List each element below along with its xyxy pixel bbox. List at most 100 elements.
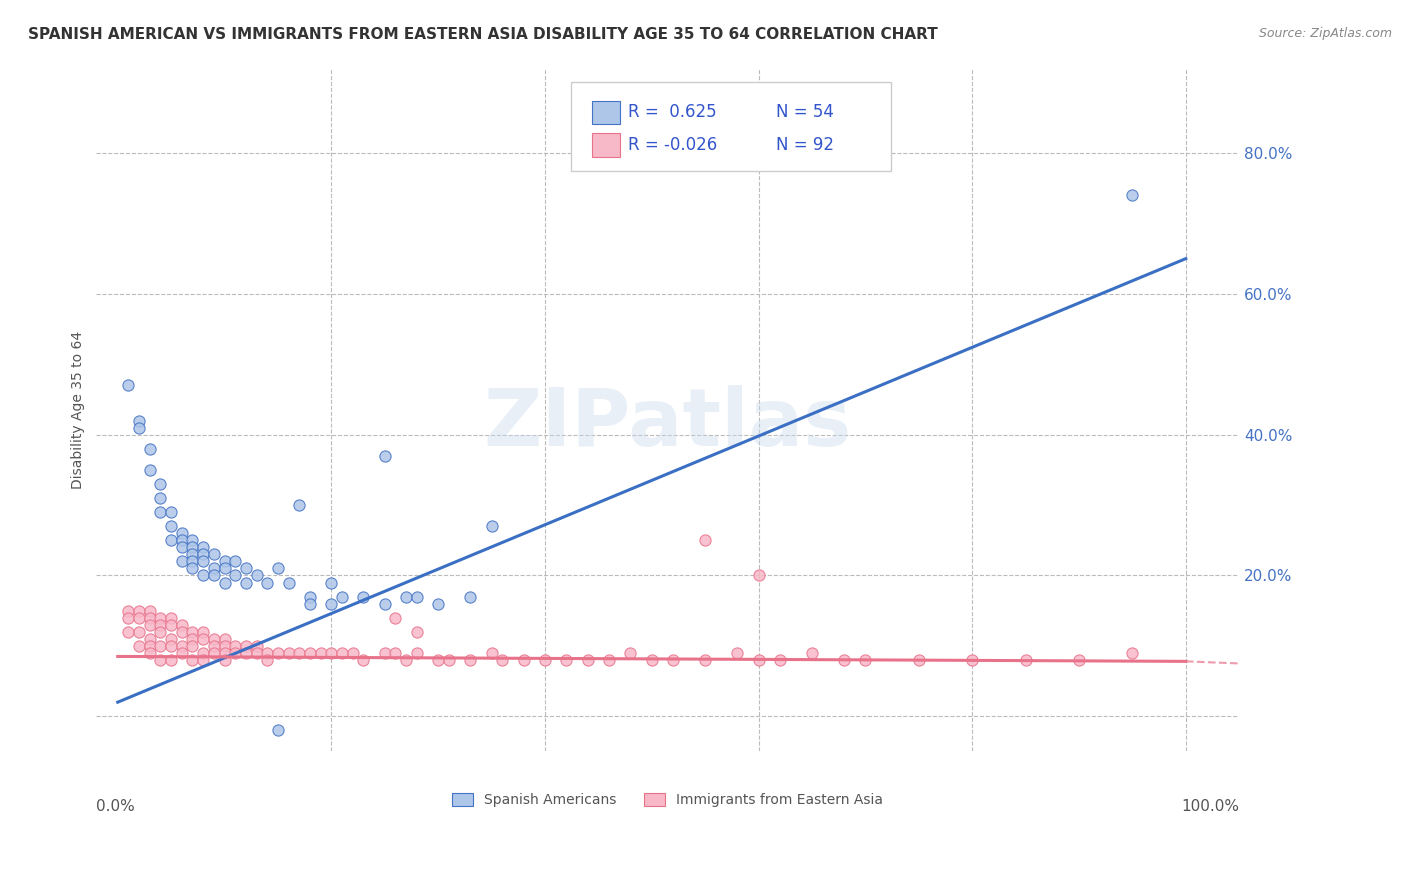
Point bbox=[224, 568, 246, 582]
Point bbox=[149, 491, 172, 505]
Point bbox=[139, 604, 162, 618]
Point bbox=[1014, 653, 1036, 667]
Text: SPANISH AMERICAN VS IMMIGRANTS FROM EASTERN ASIA DISABILITY AGE 35 TO 64 CORRELA: SPANISH AMERICAN VS IMMIGRANTS FROM EAST… bbox=[28, 27, 938, 42]
Point bbox=[128, 604, 150, 618]
FancyBboxPatch shape bbox=[592, 101, 620, 124]
Point bbox=[170, 624, 193, 639]
Point bbox=[321, 646, 343, 660]
Point bbox=[149, 624, 172, 639]
Point bbox=[1121, 188, 1143, 202]
Point bbox=[1067, 653, 1090, 667]
Point bbox=[128, 639, 150, 653]
Point bbox=[170, 639, 193, 653]
Point bbox=[277, 575, 299, 590]
Point bbox=[139, 442, 162, 456]
Point bbox=[191, 632, 214, 646]
Point bbox=[405, 590, 427, 604]
Point bbox=[149, 639, 172, 653]
Point bbox=[170, 526, 193, 541]
Point bbox=[267, 723, 290, 738]
FancyBboxPatch shape bbox=[592, 134, 620, 157]
Point bbox=[330, 590, 353, 604]
Point bbox=[149, 617, 172, 632]
Text: 100.0%: 100.0% bbox=[1181, 799, 1239, 814]
Point bbox=[160, 653, 183, 667]
Point bbox=[224, 639, 246, 653]
Point bbox=[384, 646, 406, 660]
Point bbox=[181, 547, 204, 561]
Point bbox=[214, 653, 236, 667]
Point bbox=[235, 561, 257, 575]
Point bbox=[427, 653, 450, 667]
Point bbox=[139, 610, 162, 624]
Point bbox=[330, 646, 353, 660]
Point bbox=[160, 533, 183, 548]
Point bbox=[181, 653, 204, 667]
Point bbox=[576, 653, 599, 667]
Point bbox=[202, 632, 225, 646]
Point bbox=[374, 449, 396, 463]
Point bbox=[235, 646, 257, 660]
Point bbox=[748, 653, 770, 667]
Point bbox=[128, 413, 150, 427]
Point bbox=[181, 554, 204, 568]
Point bbox=[267, 561, 290, 575]
Point bbox=[160, 639, 183, 653]
Point bbox=[214, 639, 236, 653]
Point bbox=[202, 639, 225, 653]
Point bbox=[384, 610, 406, 624]
Point bbox=[458, 653, 481, 667]
Point bbox=[555, 653, 578, 667]
Point bbox=[298, 590, 321, 604]
Point bbox=[128, 420, 150, 434]
Point bbox=[181, 561, 204, 575]
Point bbox=[202, 547, 225, 561]
Point bbox=[907, 653, 929, 667]
Point bbox=[1121, 646, 1143, 660]
Point bbox=[395, 653, 418, 667]
Point bbox=[170, 533, 193, 548]
Point bbox=[512, 653, 534, 667]
Point bbox=[245, 568, 267, 582]
Point bbox=[342, 646, 364, 660]
Point bbox=[769, 653, 792, 667]
Point bbox=[374, 646, 396, 660]
Point bbox=[288, 646, 311, 660]
Point bbox=[725, 646, 748, 660]
Point bbox=[181, 632, 204, 646]
Point bbox=[139, 617, 162, 632]
Point bbox=[695, 653, 717, 667]
Point bbox=[309, 646, 332, 660]
Point bbox=[641, 653, 664, 667]
Point bbox=[256, 653, 278, 667]
Text: R = -0.026: R = -0.026 bbox=[628, 136, 717, 154]
Text: 0.0%: 0.0% bbox=[97, 799, 135, 814]
Point bbox=[235, 639, 257, 653]
Point bbox=[801, 646, 824, 660]
Point bbox=[181, 624, 204, 639]
Point bbox=[267, 646, 290, 660]
Point bbox=[191, 541, 214, 555]
Point bbox=[321, 597, 343, 611]
Point bbox=[117, 378, 139, 392]
Legend: Spanish Americans, Immigrants from Eastern Asia: Spanish Americans, Immigrants from Easte… bbox=[447, 788, 889, 813]
Point bbox=[191, 547, 214, 561]
Point bbox=[662, 653, 685, 667]
Point bbox=[695, 533, 717, 548]
Point bbox=[139, 463, 162, 477]
Point bbox=[214, 561, 236, 575]
Point bbox=[149, 610, 172, 624]
Point bbox=[427, 597, 450, 611]
Point bbox=[288, 498, 311, 512]
Point bbox=[128, 624, 150, 639]
Point bbox=[481, 519, 503, 533]
Point bbox=[235, 575, 257, 590]
Point bbox=[128, 610, 150, 624]
Point bbox=[437, 653, 460, 667]
Text: N = 54: N = 54 bbox=[776, 103, 834, 121]
Point bbox=[405, 646, 427, 660]
Point bbox=[170, 646, 193, 660]
Point bbox=[298, 646, 321, 660]
Text: N = 92: N = 92 bbox=[776, 136, 834, 154]
Point bbox=[202, 561, 225, 575]
